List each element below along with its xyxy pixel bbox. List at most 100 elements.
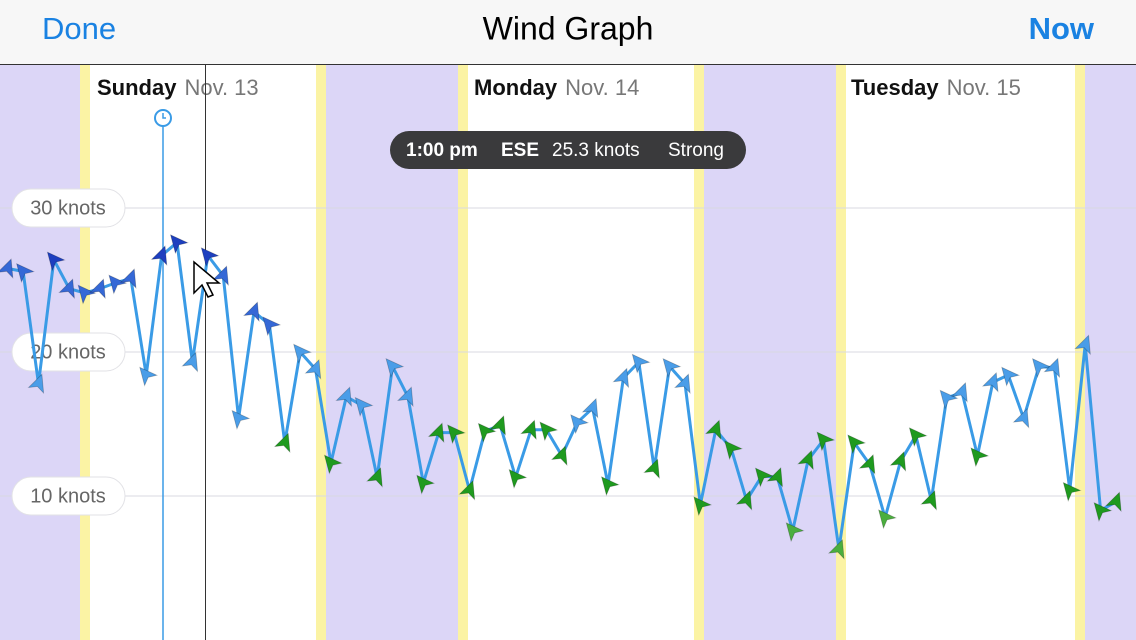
day-label: Monday (474, 75, 558, 100)
wind-arrow (1043, 357, 1061, 379)
wind-arrow (847, 434, 867, 455)
wind-arrow (735, 490, 753, 511)
clock-icon (162, 113, 166, 119)
wind-arrow (447, 424, 466, 445)
wind-arrow (181, 351, 199, 373)
mouse-pointer (193, 260, 222, 298)
wind-arrow (212, 265, 229, 287)
plot (0, 234, 1122, 560)
wind-arrow (600, 476, 620, 497)
wind-arrow (816, 431, 836, 452)
wind-arrow (1012, 407, 1030, 429)
wind-arrow (108, 274, 128, 295)
wind-arrow (1001, 366, 1021, 387)
day-label: Tuesday (851, 75, 939, 100)
date-label: Nov. 13 (184, 75, 258, 100)
y-tick-label: 20 knots (30, 341, 106, 363)
wind-arrow (981, 371, 999, 393)
wind-arrow (58, 278, 75, 300)
wind-arrow (693, 496, 713, 517)
wind-arrow (878, 509, 897, 530)
wind-arrow (570, 414, 590, 435)
wind-arrow (366, 467, 383, 488)
wind-arrow (1031, 358, 1051, 379)
y-tick-label: 10 knots (30, 485, 106, 507)
wind-arrow (754, 467, 774, 488)
wind-arrow (46, 251, 66, 272)
wind-arrow (427, 422, 445, 444)
wind-arrow (231, 409, 251, 430)
wind-arrow (508, 468, 528, 490)
wind-arrow (970, 447, 990, 468)
tooltip-direction: ESE (501, 140, 539, 161)
tooltip-strength: Strong (668, 140, 724, 161)
tooltip-background (390, 131, 746, 169)
wind-arrow (273, 432, 291, 454)
wind-arrow (858, 454, 876, 475)
date-label: Nov. 15 (947, 75, 1021, 100)
wind-arrow (631, 353, 651, 374)
tooltip-time: 1:00 pm (406, 140, 478, 161)
wind-arrow (89, 278, 106, 300)
done-button[interactable]: Done (42, 11, 116, 46)
wind-arrow (939, 389, 959, 410)
wind-arrow (550, 445, 568, 467)
wind-arrow (293, 343, 313, 364)
wind-arrow (242, 301, 260, 323)
wind-arrow (766, 467, 783, 488)
wind-arrow (416, 474, 436, 495)
tooltip: 1:00 pm ESE 25.3 knots Strong (390, 131, 746, 169)
wind-arrow (323, 454, 343, 475)
wind-arrow (489, 415, 506, 436)
wind-arrow (539, 421, 559, 442)
wind-arrow (704, 419, 722, 441)
wind-arrow (396, 386, 414, 408)
wind-arrow (581, 397, 599, 419)
day-label: Sunday (97, 75, 177, 100)
wind-arrow (335, 386, 352, 408)
wind-arrow (889, 451, 907, 472)
wind-arrow (1104, 491, 1122, 513)
wind-arrow (354, 396, 374, 418)
wind-arrow (385, 358, 405, 379)
date-label: Nov. 14 (565, 75, 639, 100)
wind-arrow (1093, 502, 1113, 523)
y-tick-label: 30 knots (30, 197, 106, 219)
wind-arrow (643, 458, 660, 480)
wind-arrow (612, 367, 630, 389)
wind-arrow (724, 440, 744, 461)
now-button[interactable]: Now (1029, 11, 1095, 46)
wind-arrow (304, 359, 322, 380)
tooltip-speed: 25.3 knots (552, 140, 640, 161)
wind-arrow (908, 427, 928, 448)
wind-arrow (119, 268, 137, 289)
wind-arrow (477, 422, 497, 443)
wind-arrow (262, 316, 282, 337)
wind-arrow (200, 247, 220, 268)
wind-arrow (0, 258, 14, 279)
wind-arrow (150, 245, 168, 266)
y-tick-pill (11, 188, 126, 228)
wind-arrow (458, 479, 476, 501)
wind-arrow (169, 234, 189, 255)
wind-arrow (1074, 334, 1091, 356)
header-background (0, 0, 1136, 64)
wind-arrow (673, 373, 691, 395)
wind-arrow (797, 449, 814, 471)
wind-arrow (1062, 481, 1082, 502)
wind-arrow (27, 373, 45, 395)
header-title: Wind Graph (483, 10, 654, 46)
wind-arrow (77, 284, 97, 305)
wind-arrow (951, 382, 968, 403)
header: Done Wind Graph Now (0, 0, 1136, 65)
wind-arrow (785, 522, 805, 543)
y-tick-pill (11, 476, 126, 516)
wind-arrow (662, 358, 682, 379)
wind-arrow (520, 419, 537, 441)
wind-arrow (16, 262, 35, 284)
wind-arrow (827, 539, 845, 560)
wind-arrow (920, 490, 937, 511)
wind-arrow (139, 366, 159, 387)
